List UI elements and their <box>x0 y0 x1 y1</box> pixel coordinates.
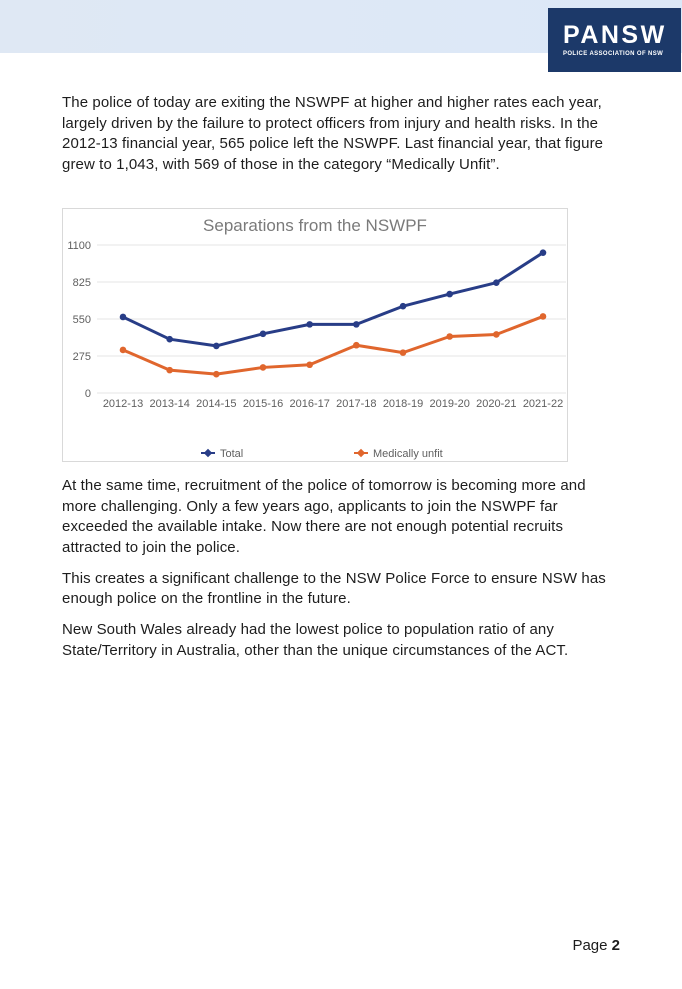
legend-label: Total <box>220 448 243 460</box>
page-content: The police of today are exiting the NSWP… <box>62 53 620 671</box>
data-point <box>306 361 313 368</box>
x-tick-label: 2014-15 <box>196 398 236 410</box>
y-tick-label: 0 <box>85 388 91 400</box>
x-tick-label: 2017-18 <box>336 398 376 410</box>
data-point <box>493 330 500 338</box>
separations-line-chart: Separations from the NSWPF 0 275 550 825 1100… <box>67 216 566 460</box>
x-tick-label: 2021-22 <box>523 398 563 410</box>
legend-marker-diamond <box>356 448 366 458</box>
data-point <box>353 341 360 349</box>
data-point <box>539 312 547 320</box>
page-footer: Page 2 <box>572 937 620 954</box>
y-tick-label: 825 <box>73 277 91 289</box>
legend-label: Medically unfit <box>373 448 443 460</box>
y-tick-label: 275 <box>73 351 91 363</box>
data-point <box>446 333 453 340</box>
paragraph-separations: The police of today are exiting the NSWP… <box>62 94 604 174</box>
data-point <box>259 363 267 371</box>
paragraph-recruitment: At the same time, recruitment of the pol… <box>62 476 586 556</box>
data-point <box>166 335 173 343</box>
data-point <box>119 346 127 354</box>
data-point <box>259 330 267 337</box>
data-point <box>399 349 407 356</box>
data-point <box>119 313 127 321</box>
data-point <box>213 342 220 350</box>
paragraph-ratio: New South Wales already had the lowest p… <box>62 621 569 659</box>
paragraph-challenge: This creates a significant challenge to … <box>62 569 606 608</box>
pansw-logo: PANSW POLICE ASSOCIATION OF NSW <box>548 8 681 72</box>
logo-subtitle: POLICE ASSOCIATION OF NSW <box>563 51 664 57</box>
x-tick-label: 2013-14 <box>149 398 189 410</box>
data-point <box>399 302 407 310</box>
series-line-1 <box>121 314 545 376</box>
page-label: Page <box>572 937 608 954</box>
y-tick-label: 1100 <box>67 240 91 252</box>
separations-chart-container: Separations from the NSWPF 0 275 550 825 1100… <box>62 207 568 462</box>
x-tick-label: 2019-20 <box>429 398 469 410</box>
x-tick-label: 2012-13 <box>103 398 143 410</box>
x-tick-label: 2018-19 <box>383 398 423 410</box>
data-point <box>166 366 173 374</box>
page-number: 2 <box>611 937 620 954</box>
x-tick-label: 2016-17 <box>289 398 329 410</box>
legend-marker-diamond <box>203 448 213 458</box>
chart-title: Separations from the NSWPF <box>203 216 427 235</box>
data-point <box>539 249 547 256</box>
data-point <box>306 320 313 328</box>
x-tick-label: 2020-21 <box>476 398 516 410</box>
data-point <box>353 320 360 328</box>
x-tick-label: 2015-16 <box>243 398 283 410</box>
series-line-0 <box>121 250 545 348</box>
data-point <box>493 279 500 286</box>
logo-title: PANSW <box>563 21 667 49</box>
y-tick-label: 550 <box>73 314 91 326</box>
data-point <box>446 290 453 298</box>
data-point <box>213 370 220 378</box>
